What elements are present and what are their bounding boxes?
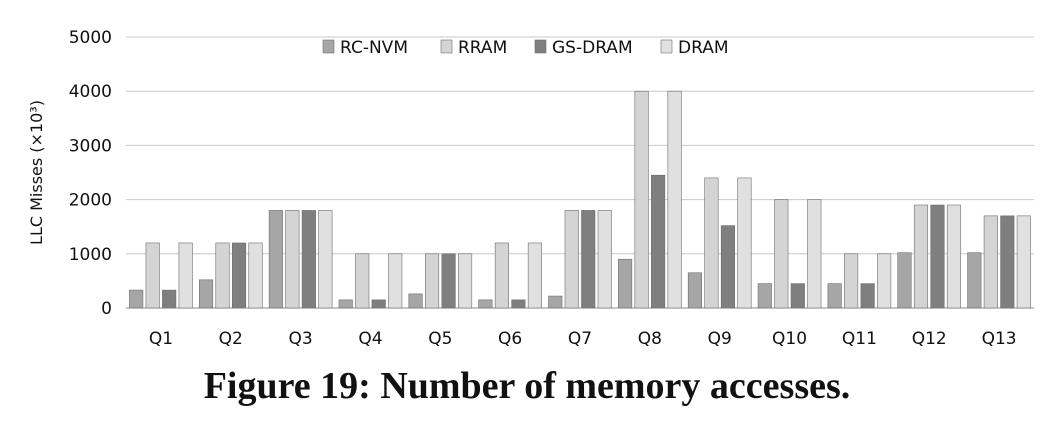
bar-rram-q10 bbox=[774, 199, 789, 309]
y-tick-label: 1000 bbox=[69, 245, 112, 265]
y-tick-label: 3000 bbox=[69, 136, 112, 156]
x-tick-label: Q6 bbox=[498, 329, 522, 349]
bar-rram-q12 bbox=[913, 204, 929, 309]
bar-rram-q11 bbox=[844, 253, 859, 309]
bar-gs-dram-q3 bbox=[301, 210, 316, 309]
bar-dram-q11 bbox=[877, 253, 892, 309]
bar-rram-q7 bbox=[564, 210, 579, 309]
bar-rram-q8 bbox=[634, 90, 649, 309]
legend-swatch bbox=[534, 39, 547, 54]
bar-chart: 0 1000 2000 3000 4000 5000 LLC Misses (×10³) Q1… bbox=[27, 28, 1034, 349]
bar-gs-dram-q7 bbox=[581, 210, 596, 309]
bar-dram-q3 bbox=[318, 210, 333, 309]
bar-rc-nvm-q2 bbox=[198, 279, 214, 309]
bar-gs-dram-q1 bbox=[162, 289, 177, 309]
bar-gs-dram-q13 bbox=[1000, 215, 1015, 309]
legend-swatch bbox=[440, 39, 453, 54]
bar-rc-nvm-q9 bbox=[687, 272, 702, 309]
legend-swatch bbox=[660, 39, 673, 54]
bar-rram-q6 bbox=[494, 242, 509, 309]
bar-rc-nvm-q6 bbox=[478, 299, 493, 309]
bar-rc-nvm-q11 bbox=[827, 283, 842, 309]
bar-rram-q9 bbox=[704, 177, 719, 309]
bar-dram-q1 bbox=[178, 242, 193, 309]
y-tick-label: 2000 bbox=[69, 191, 112, 211]
figure-caption: Figure 19: Number of memory accesses. bbox=[203, 365, 851, 407]
bar-dram-q5 bbox=[458, 253, 473, 309]
bar-dram-q12 bbox=[946, 204, 962, 309]
bar-rram-q13 bbox=[983, 215, 998, 309]
bar-rram-q2 bbox=[215, 242, 230, 309]
x-tick-label: Q8 bbox=[638, 329, 662, 349]
bar-dram-q6 bbox=[527, 242, 542, 309]
bar-rram-q1 bbox=[145, 242, 160, 309]
bar-rc-nvm-q1 bbox=[129, 289, 144, 309]
bar-rc-nvm-q3 bbox=[268, 210, 283, 309]
y-axis-label: LLC Misses (×10³) bbox=[27, 100, 46, 245]
x-tick-label: Q4 bbox=[358, 329, 382, 349]
bar-dram-q9 bbox=[737, 177, 752, 309]
legend-label: DRAM bbox=[678, 38, 729, 58]
legend-label: RRAM bbox=[458, 38, 507, 58]
bar-gs-dram-q2 bbox=[231, 242, 247, 309]
bar-rc-nvm-q13 bbox=[967, 252, 982, 309]
x-tick-label: Q12 bbox=[912, 329, 947, 349]
bar-gs-dram-q8 bbox=[651, 174, 666, 309]
bar-gs-dram-q6 bbox=[511, 299, 526, 309]
x-tick-label: Q9 bbox=[708, 329, 732, 349]
bar-rc-nvm-q7 bbox=[548, 295, 563, 309]
x-tick-label: Q7 bbox=[568, 329, 592, 349]
bar-dram-q10 bbox=[807, 199, 822, 309]
bar-rc-nvm-q5 bbox=[408, 293, 423, 309]
bar-rc-nvm-q10 bbox=[757, 283, 772, 309]
bar-gs-dram-q12 bbox=[930, 204, 945, 309]
legend-label: RC-NVM bbox=[340, 38, 408, 58]
y-tick-label: 0 bbox=[101, 299, 112, 319]
bar-rram-q3 bbox=[285, 210, 300, 309]
bar-rc-nvm-q12 bbox=[897, 252, 912, 309]
chart: 0 1000 2000 3000 4000 5000 LLC Misses (×10³) Q1… bbox=[27, 28, 1034, 349]
x-tick-label: Q11 bbox=[842, 329, 877, 349]
x-tick-label: Q10 bbox=[772, 329, 807, 349]
bar-rc-nvm-q4 bbox=[338, 299, 353, 309]
bar-dram-q8 bbox=[667, 90, 682, 309]
y-tick-label: 5000 bbox=[69, 28, 112, 48]
x-tick-label: Q5 bbox=[428, 329, 452, 349]
x-tick-label: Q13 bbox=[982, 329, 1017, 349]
bar-rc-nvm-q8 bbox=[618, 258, 633, 309]
bar-gs-dram-q10 bbox=[790, 283, 805, 309]
bar-gs-dram-q4 bbox=[371, 299, 386, 309]
bar-dram-q4 bbox=[388, 253, 403, 309]
bar-rram-q4 bbox=[355, 253, 370, 309]
bar-dram-q13 bbox=[1016, 215, 1031, 309]
bar-gs-dram-q11 bbox=[860, 283, 875, 309]
x-tick-label: Q2 bbox=[219, 329, 243, 349]
legend-swatch bbox=[322, 39, 335, 54]
bar-dram-q7 bbox=[597, 210, 612, 309]
x-tick-label: Q3 bbox=[289, 329, 313, 349]
bar-gs-dram-q9 bbox=[720, 225, 735, 309]
bar-rram-q5 bbox=[425, 253, 440, 309]
x-tick-label: Q1 bbox=[149, 329, 173, 349]
legend-label: GS-DRAM bbox=[552, 38, 633, 58]
y-tick-label: 4000 bbox=[69, 82, 112, 102]
bar-dram-q2 bbox=[248, 242, 263, 309]
bar-gs-dram-q5 bbox=[441, 253, 456, 309]
